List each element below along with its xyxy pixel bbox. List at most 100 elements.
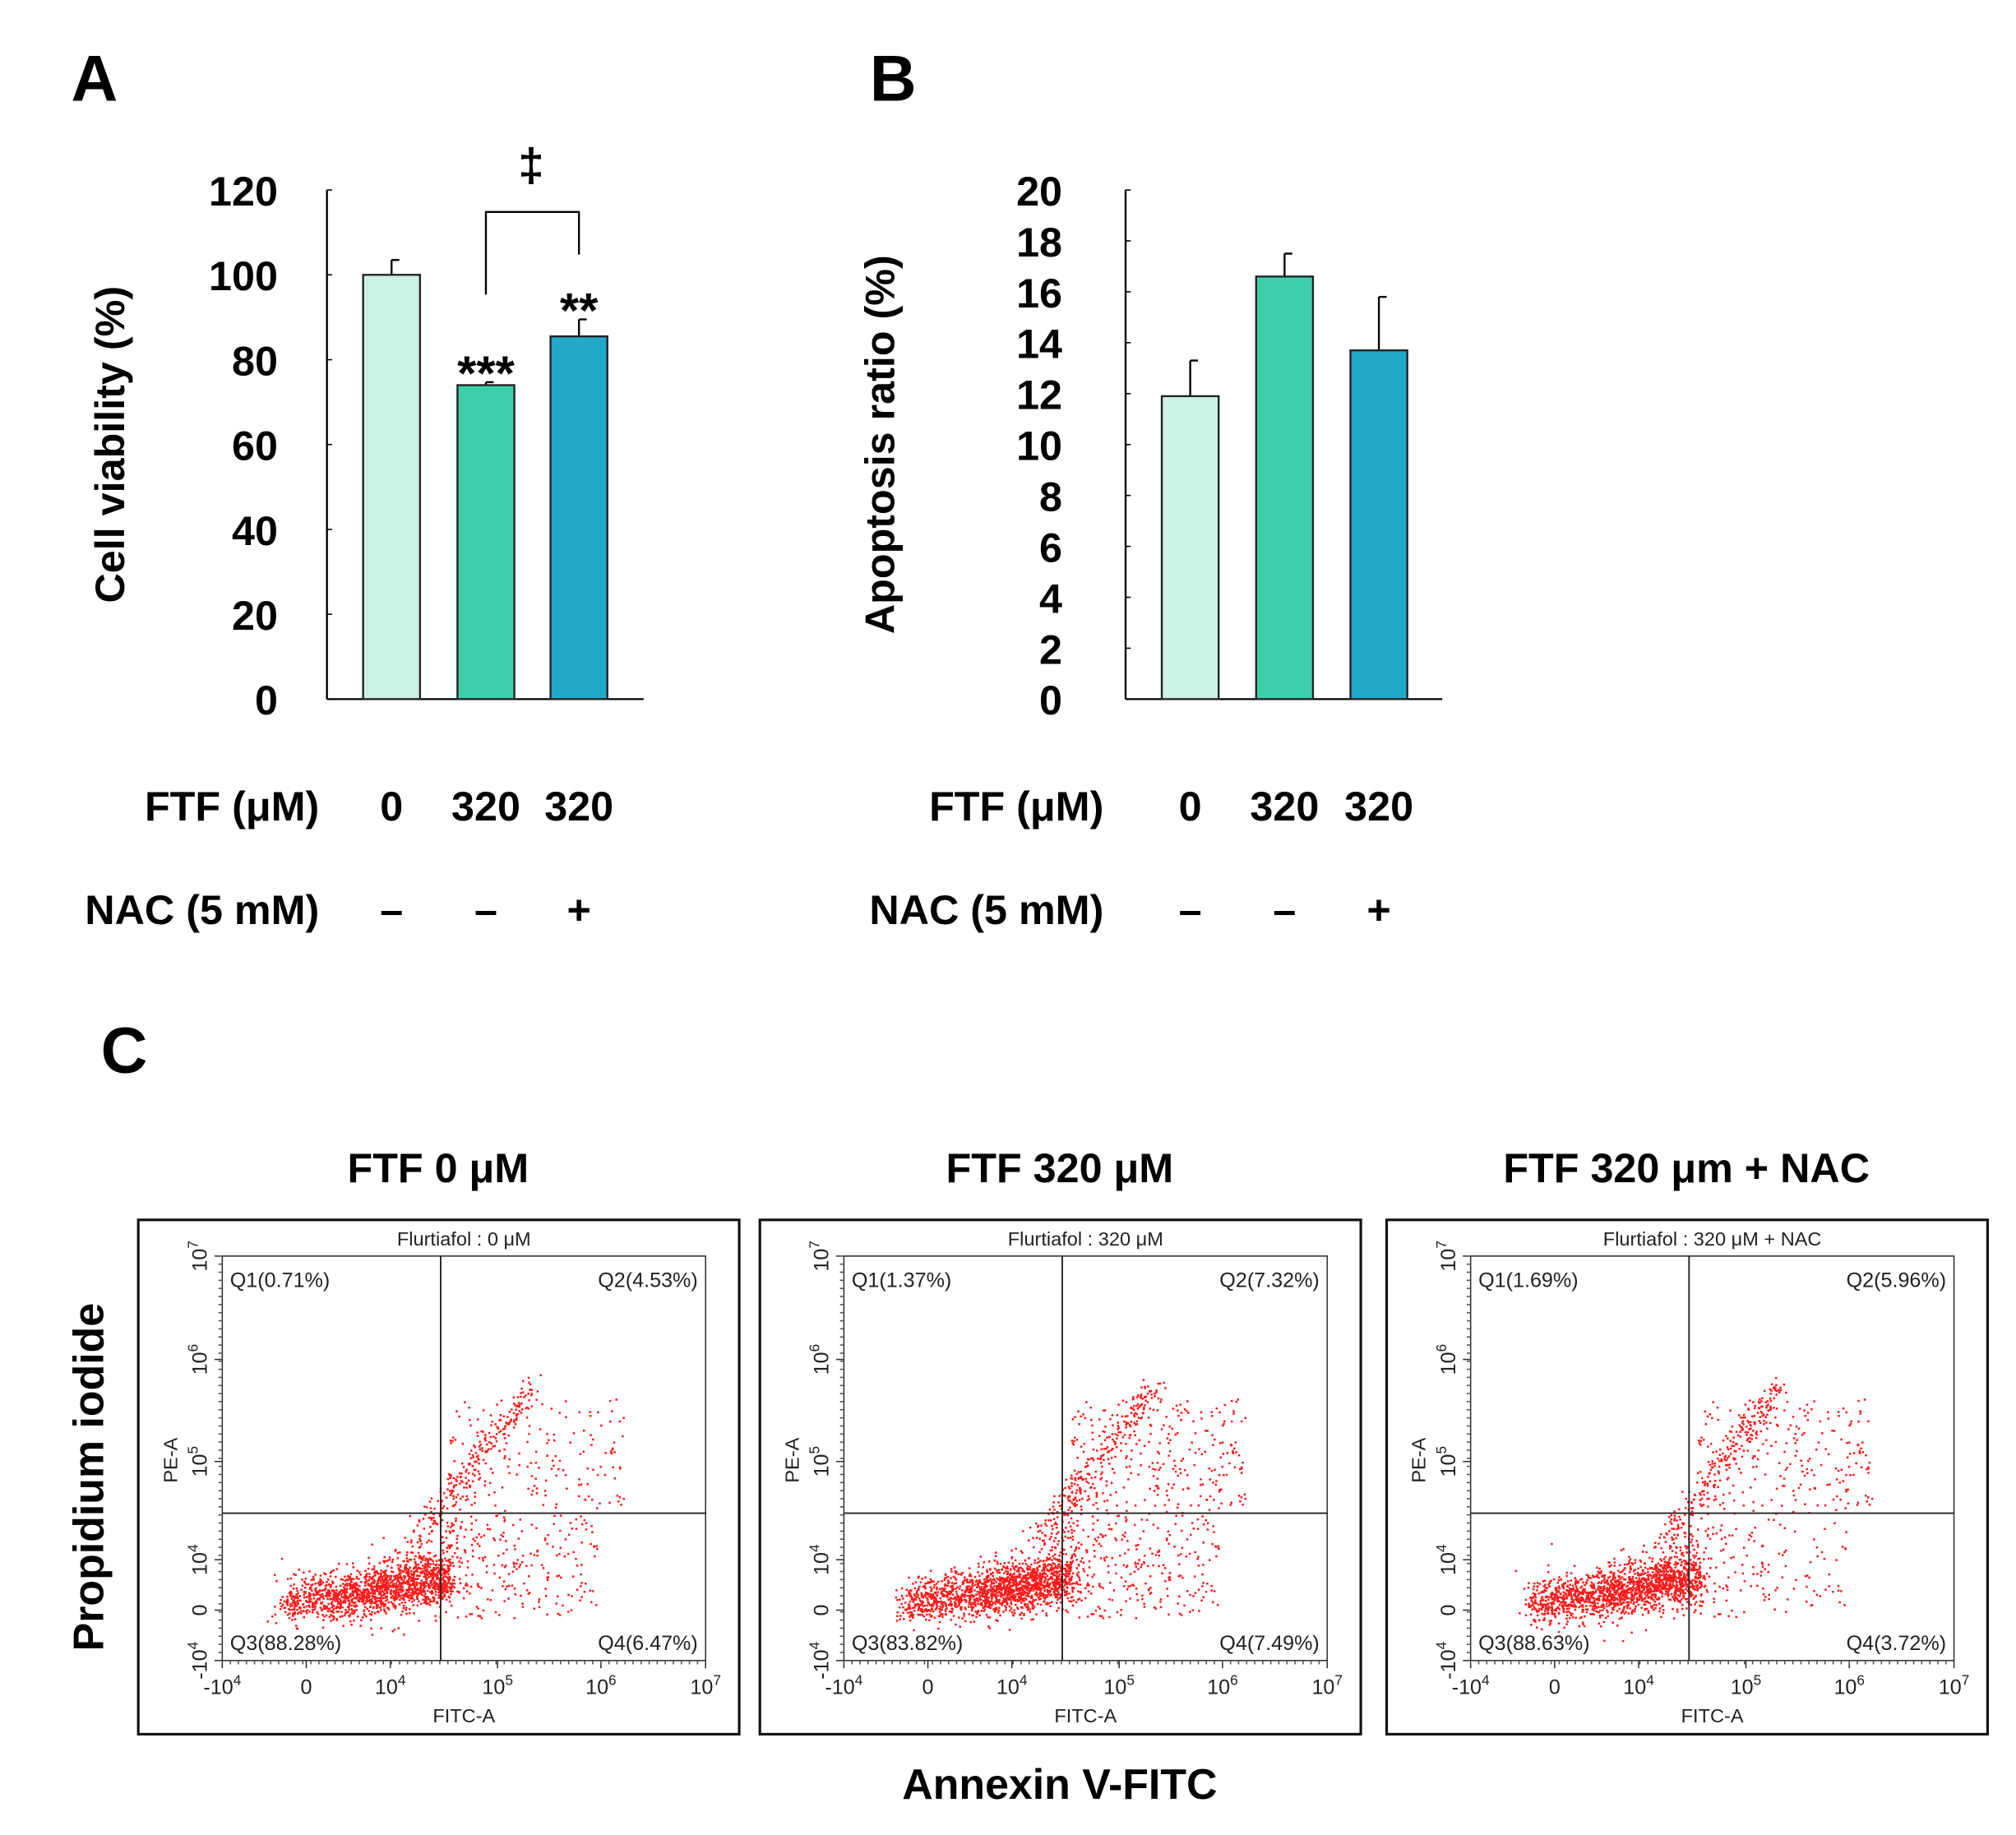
- scatter-point: [1085, 1550, 1089, 1552]
- scatter-point: [1071, 1572, 1075, 1575]
- scatter-point: [968, 1567, 971, 1569]
- scatter-point: [348, 1599, 350, 1602]
- scatter-point: [490, 1448, 492, 1450]
- scatter-point: [431, 1590, 433, 1592]
- scatter-point: [471, 1480, 474, 1483]
- scatter-point: [1101, 1471, 1103, 1474]
- scatter-point: [1051, 1565, 1053, 1567]
- scatter-point: [1142, 1408, 1145, 1411]
- scatter-point: [491, 1589, 494, 1592]
- y-tick-label: 16: [1016, 270, 1062, 317]
- scatter-point: [951, 1585, 954, 1588]
- scatter-point: [391, 1595, 395, 1597]
- scatter-point: [324, 1584, 327, 1588]
- scatter-point: [340, 1599, 342, 1602]
- scatter-point: [487, 1598, 489, 1601]
- scatter-point: [289, 1577, 293, 1580]
- scatter-point: [1027, 1571, 1029, 1574]
- scatter-point: [496, 1403, 498, 1406]
- scatter-point: [425, 1597, 428, 1600]
- scatter-point: [432, 1586, 435, 1588]
- scatter-point: [474, 1495, 477, 1498]
- scatter-point: [409, 1559, 413, 1561]
- y-tick-label: 10: [1016, 423, 1062, 469]
- scatter-point: [312, 1592, 315, 1596]
- tick-exponent: 4: [855, 1672, 863, 1689]
- scatter-point: [542, 1504, 545, 1506]
- scatter-point: [391, 1602, 395, 1606]
- scatter-point: [344, 1597, 348, 1600]
- scatter-point: [492, 1445, 494, 1448]
- scatter-point: [307, 1592, 311, 1594]
- scatter-point: [1223, 1420, 1226, 1423]
- scatter-point: [295, 1627, 298, 1630]
- scatter-point: [1085, 1465, 1089, 1468]
- scatter-point: [409, 1514, 411, 1518]
- scatter-point: [535, 1492, 539, 1495]
- scatter-point: [1056, 1582, 1058, 1584]
- scatter-point: [285, 1601, 289, 1603]
- scatter-point: [1147, 1385, 1149, 1388]
- scatter-point: [415, 1592, 418, 1595]
- scatter-point: [1112, 1424, 1114, 1426]
- scatter-point: [274, 1613, 277, 1616]
- scatter-point: [1029, 1571, 1033, 1574]
- scatter-point: [404, 1568, 406, 1571]
- scatter-point: [973, 1601, 976, 1603]
- scatter-point: [1057, 1575, 1060, 1578]
- scatter-point: [959, 1601, 962, 1603]
- scatter-point: [1135, 1423, 1139, 1426]
- scatter-point: [1201, 1573, 1204, 1576]
- scatter-point: [934, 1608, 937, 1611]
- scatter-point: [424, 1592, 427, 1595]
- scatter-point: [416, 1604, 419, 1607]
- scatter-point: [1049, 1582, 1052, 1585]
- scatter-point: [1066, 1514, 1070, 1517]
- scatter-point: [1102, 1454, 1105, 1457]
- scatter-point: [1137, 1417, 1140, 1419]
- scatter-point: [955, 1570, 958, 1574]
- scatter-point: [1009, 1609, 1011, 1612]
- scatter-point: [608, 1420, 612, 1423]
- scatter-point: [1080, 1560, 1082, 1563]
- scatter-point: [580, 1596, 584, 1598]
- scatter-point: [471, 1550, 474, 1552]
- scatter-point: [357, 1588, 359, 1591]
- scatter-point: [386, 1585, 388, 1588]
- scatter-point: [448, 1544, 451, 1547]
- scatter-point: [443, 1580, 446, 1583]
- scatter-point: [465, 1528, 467, 1531]
- scatter-point: [450, 1442, 452, 1444]
- scatter-point: [950, 1582, 954, 1584]
- scatter-point: [502, 1415, 506, 1418]
- scatter-point: [954, 1577, 956, 1579]
- scatter-point: [1206, 1583, 1209, 1585]
- scatter-point: [367, 1597, 370, 1599]
- scatter-point: [375, 1586, 378, 1589]
- scatter-point: [391, 1560, 394, 1564]
- quadrant-label-q4: Q4(6.47%): [598, 1632, 698, 1655]
- scatter-point: [478, 1472, 481, 1476]
- scatter-point: [900, 1602, 903, 1606]
- scatter-point: [995, 1587, 998, 1590]
- scatter-point: [611, 1410, 613, 1412]
- scatter-point: [1237, 1398, 1239, 1401]
- scatter-point: [351, 1588, 354, 1590]
- scatter-point: [921, 1578, 924, 1580]
- scatter-point: [1057, 1593, 1060, 1597]
- scatter-point: [316, 1611, 319, 1614]
- scatter-point: [354, 1590, 357, 1592]
- scatter-point: [413, 1570, 415, 1574]
- scatter-point: [591, 1498, 594, 1501]
- scatter-point: [616, 1495, 619, 1497]
- scatter-point: [1066, 1597, 1070, 1600]
- scatter-point: [1001, 1576, 1004, 1579]
- scatter-point: [1002, 1611, 1005, 1613]
- scatter-point: [1006, 1567, 1008, 1570]
- scatter-point: [368, 1573, 371, 1575]
- scatter-point: [983, 1608, 987, 1611]
- scatter-point: [430, 1569, 432, 1572]
- scatter-point: [1024, 1574, 1027, 1577]
- scatter-point: [383, 1579, 386, 1582]
- scatter-point: [1020, 1588, 1023, 1591]
